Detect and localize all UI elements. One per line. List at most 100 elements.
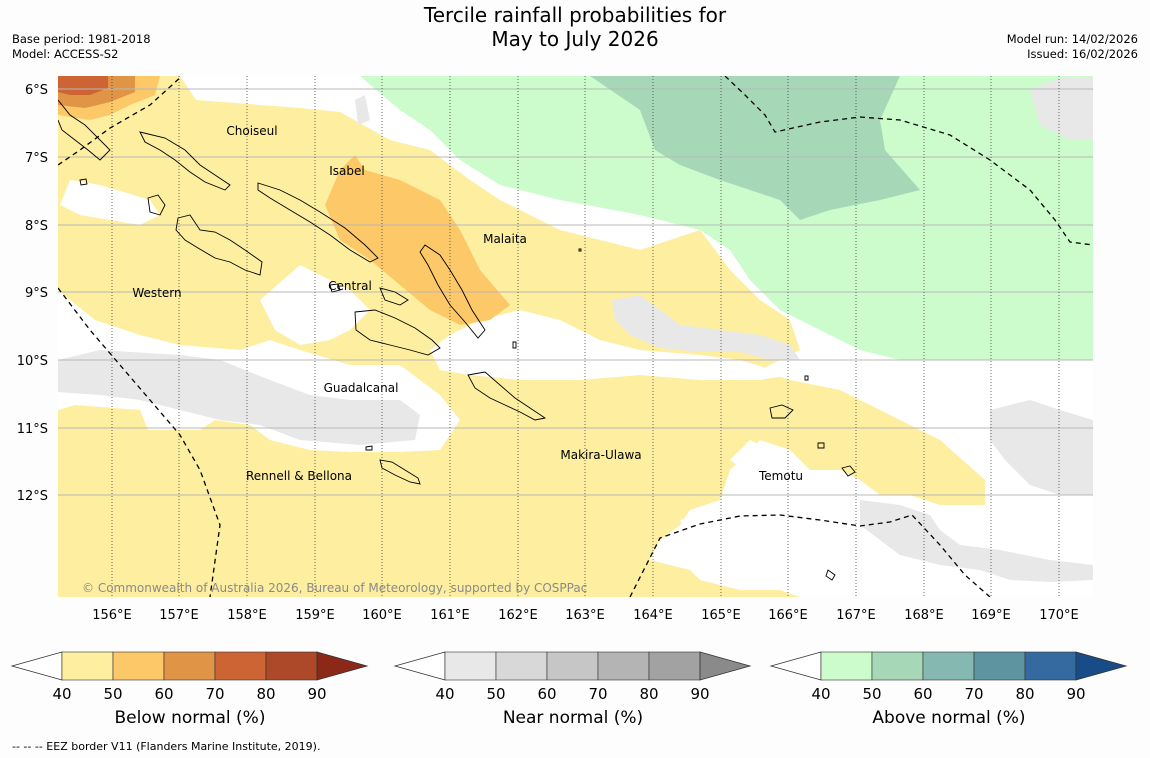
- island-vella-lavella: [147, 194, 166, 216]
- colorbar-swatch: [163, 651, 216, 681]
- colorbar-tick: 60: [537, 685, 556, 703]
- latitude-labels: 6°S 7°S 8°S 9°S 10°S 11°S 12°S: [17, 83, 48, 504]
- coastlines: [58, 99, 856, 581]
- colorbar-swatch: [112, 651, 165, 681]
- map-area: © Commonwealth of Australia 2026, Bureau…: [58, 76, 1093, 597]
- lon-label: 166°E: [768, 608, 808, 623]
- base-period-text: Base period: 1981-2018: [12, 32, 151, 46]
- eez-borders: [58, 76, 1093, 597]
- island-makira: [467, 371, 547, 421]
- island-shortland: [79, 178, 88, 186]
- colorbar-swatch: [546, 651, 599, 681]
- colorbar-tick: 80: [256, 685, 275, 703]
- model-text: Model: ACCESS-S2: [12, 47, 119, 61]
- region-label-isabel: Isabel: [329, 164, 364, 178]
- colorbar-tick: 90: [1066, 685, 1085, 703]
- colorbar-over-arrow: [316, 651, 369, 681]
- colorbar-swatch: [871, 651, 924, 681]
- lon-label: 170°E: [1039, 608, 1079, 623]
- island-tinakula: [817, 442, 825, 449]
- colorbar-tick: 40: [52, 685, 71, 703]
- island-bougainville: [58, 99, 111, 161]
- region-label-rennell-bellona: Rennell & Bellona: [246, 469, 352, 483]
- colorbar-tick: 40: [811, 685, 830, 703]
- below-normal-50-region: [325, 155, 510, 325]
- colorbar-tick: 70: [588, 685, 607, 703]
- white-gap-south-east: [680, 515, 990, 597]
- lon-label: 167°E: [836, 608, 876, 623]
- colorbar-over-arrow: [1075, 651, 1128, 681]
- colorbar-below-normal: 40 50 60 70 80 90: [10, 651, 369, 703]
- eez-footnote: -- -- -- EEZ border V11 (Flanders Marine…: [12, 740, 321, 753]
- island-bellona: [365, 445, 373, 451]
- title-line-2: May to July 2026: [491, 27, 659, 51]
- colorbar-tick: 40: [435, 685, 454, 703]
- near-normal-40-northeast: [1030, 78, 1093, 140]
- lon-label: 168°E: [904, 608, 944, 623]
- colorbar-swatch: [265, 651, 318, 681]
- island-ulawa: [512, 341, 517, 349]
- latitude-gridlines: [58, 88, 1093, 496]
- near-normal-40-top: [355, 95, 370, 125]
- longitude-labels: 156°E 157°E 158°E 159°E 160°E 161°E 162°…: [92, 608, 1079, 623]
- colorbar-title-near-normal: Near normal (%): [502, 708, 644, 728]
- colorbar-under-arrow: [10, 651, 63, 681]
- near-normal-40-southeast: [860, 500, 1093, 582]
- region-label-choiseul: Choiseul: [226, 124, 277, 138]
- model-run-text: Model run: 14/02/2026: [1006, 32, 1138, 46]
- colorbar-swatch: [973, 651, 1026, 681]
- colorbar-under-arrow: [393, 651, 446, 681]
- colorbar-swatch: [597, 651, 650, 681]
- colorbar-tick: 50: [486, 685, 505, 703]
- island-santa-cruz: [769, 404, 794, 419]
- colorbar-tick: 80: [1015, 685, 1034, 703]
- colorbar-tick: 90: [690, 685, 709, 703]
- colorbar-tick: 90: [307, 685, 326, 703]
- lat-label: 7°S: [25, 151, 48, 166]
- colorbar-swatch: [495, 651, 548, 681]
- colorbar-swatch: [61, 651, 114, 681]
- map-title: Tercile rainfall probabilities for May t…: [0, 3, 1150, 51]
- island-savo: [329, 283, 341, 293]
- island-isabel: [257, 182, 379, 263]
- island-guadalcanal: [354, 309, 441, 356]
- lon-label: 161°E: [430, 608, 470, 623]
- colorbar-swatch: [214, 651, 267, 681]
- near-normal-40-center: [612, 295, 800, 360]
- lat-label: 10°S: [17, 354, 48, 369]
- colorbar-tick: 50: [862, 685, 881, 703]
- region-label-makira-ulawa: Makira-Ulawa: [560, 448, 641, 462]
- region-labels: Choiseul Isabel Malaita Western Central …: [132, 124, 803, 483]
- island-utupua: [841, 465, 856, 477]
- island-new-georgia: [175, 214, 263, 276]
- colorbar-swatch: [820, 651, 873, 681]
- region-label-western: Western: [132, 286, 181, 300]
- colorbar-title-above-normal: Above normal (%): [872, 708, 1026, 728]
- island-sikaiana: [578, 248, 582, 252]
- below-normal-70-region: [58, 76, 108, 95]
- colorbar-over-arrow: [699, 651, 752, 681]
- region-label-temotu: Temotu: [758, 469, 803, 483]
- colorbar-tick: 50: [103, 685, 122, 703]
- island-reef: [804, 375, 809, 381]
- colorbar-above-normal: 40 50 60 70 80 90: [769, 651, 1128, 703]
- island-florida: [379, 287, 409, 306]
- colorbar-swatch: [1024, 651, 1077, 681]
- lon-label: 165°E: [701, 608, 741, 623]
- above-normal-50-region: [590, 76, 920, 220]
- colorbar-near-normal: 40 50 60 70 80 90: [393, 651, 752, 703]
- island-vanikoro: [825, 569, 836, 581]
- title-line-1: Tercile rainfall probabilities for: [423, 3, 727, 27]
- colorbar-swatch: [648, 651, 701, 681]
- issued-text: Issued: 16/02/2026: [1027, 47, 1138, 61]
- lon-label: 156°E: [92, 608, 132, 623]
- lat-label: 9°S: [25, 286, 48, 301]
- white-gap-temotu: [730, 440, 790, 475]
- lon-label: 158°E: [227, 608, 267, 623]
- colorbar-title-below-normal: Below normal (%): [114, 708, 266, 728]
- run-info: Model run: 14/02/2026 Issued: 16/02/2026: [1007, 32, 1138, 62]
- colorbar-tick: 70: [205, 685, 224, 703]
- colorbar-swatch: [444, 651, 497, 681]
- region-label-central: Central: [328, 279, 372, 293]
